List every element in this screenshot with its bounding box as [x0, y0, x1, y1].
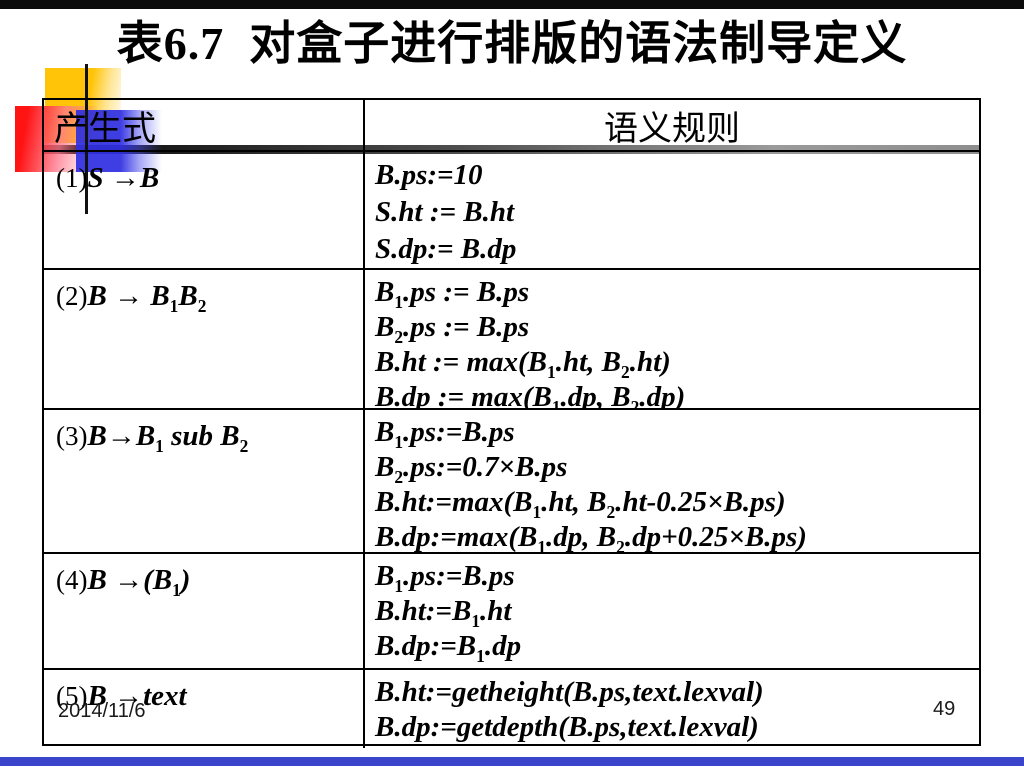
production-body: B → B1B2	[87, 280, 207, 316]
rules-cell-1: B.ps:=10 S.ht := B.ht S.dp:= B.dp	[365, 152, 979, 270]
rule-line: S.ht := B.ht	[375, 196, 515, 228]
rule-line: B.dp:=B1.dp	[375, 630, 522, 666]
rule-line: B.ht := max(B1.ht, B2.ht)	[375, 346, 671, 382]
production-number: (3)	[56, 421, 88, 451]
production-cell-4: (4)B →(B1)	[44, 554, 365, 670]
header-rules-label: 语义规则	[604, 110, 740, 148]
production-cell-2: (2)B → B1B2	[44, 270, 365, 410]
rule-line: B1.ps:=B.ps	[375, 560, 515, 596]
header-production-label: 产生式	[54, 110, 156, 148]
production-cell-1: (1)S →B	[44, 152, 365, 270]
page-title: 表6.7 对盒子进行排版的语法制导定义	[116, 18, 908, 69]
rule-line: B.ht:=B1.ht	[375, 595, 512, 631]
rule-line: B.ps:=10	[375, 159, 483, 191]
page-number: 49	[933, 698, 956, 720]
rule-line: B.dp := max(B1.dp, B2.dp)	[375, 381, 686, 410]
production-body: B→B1 sub B2	[87, 420, 249, 456]
table-header-rules: 语义规则	[365, 100, 979, 152]
rule-line: B.ht:=getheight(B.ps,text.lexval)	[375, 676, 764, 708]
rule-line: S.dp:= B.dp	[375, 233, 517, 265]
vertical-line-decoration	[85, 64, 88, 214]
rules-cell-2: B1.ps := B.ps B2.ps := B.ps B.ht := max(…	[365, 270, 979, 410]
production-number: (4)	[56, 565, 88, 595]
production-number: (5)	[56, 681, 88, 711]
production-body: B →text	[87, 680, 187, 712]
rule-line: B1.ps:=B.ps	[375, 416, 515, 452]
production-cell-5: (5)B →text	[44, 670, 365, 748]
production-cell-3: (3)B→B1 sub B2	[44, 410, 365, 554]
rule-line: B2.ps:=0.7×B.ps	[375, 451, 568, 487]
production-body: B →(B1)	[87, 564, 191, 600]
rules-cell-3: B1.ps:=B.ps B2.ps:=0.7×B.ps B.ht:=max(B1…	[365, 410, 979, 554]
header-underline-bar	[42, 145, 981, 154]
rule-line: B.ht:=max(B1.ht, B2.ht-0.25×B.ps)	[375, 486, 786, 522]
top-bar-decoration	[0, 0, 1024, 9]
production-number: (2)	[56, 281, 88, 311]
table-header-production: 产生式	[44, 100, 365, 152]
blue-square-decoration	[76, 110, 162, 172]
rules-cell-5: B.ht:=getheight(B.ps,text.lexval) B.dp:=…	[365, 670, 979, 748]
sdd-table: 产生式 语义规则 (1)S →B B.ps:=10 S.ht := B.ht S…	[42, 98, 981, 748]
rule-line: B.dp:=getdepth(B.ps,text.lexval)	[375, 711, 759, 743]
rule-line: B.dp:=max(B1.dp, B2.dp+0.25×B.ps)	[375, 521, 807, 554]
footer-date: 2014/11/6	[58, 700, 146, 722]
bottom-bar-decoration	[0, 757, 1024, 766]
rule-line: B1.ps := B.ps	[375, 276, 530, 312]
rules-cell-4: B1.ps:=B.ps B.ht:=B1.ht B.dp:=B1.dp	[365, 554, 979, 670]
rule-line: B2.ps := B.ps	[375, 311, 530, 347]
production-number: (1)	[56, 163, 88, 193]
production-body: S →B	[87, 162, 160, 194]
